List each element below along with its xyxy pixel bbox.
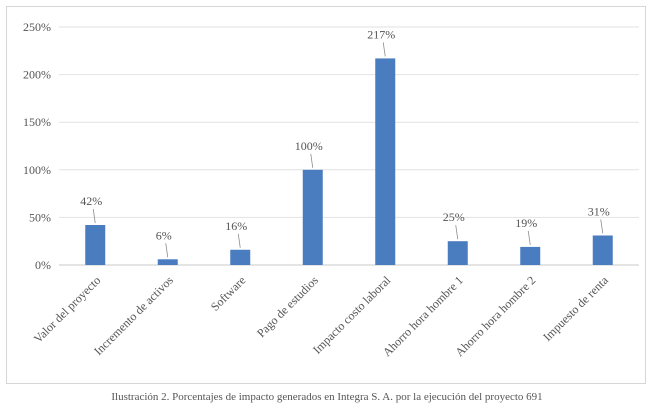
bar — [375, 58, 396, 265]
bar — [520, 246, 541, 265]
bar — [302, 169, 323, 265]
figure-caption: Ilustración 2. Porcentajes de impacto ge… — [111, 391, 543, 403]
bar — [592, 235, 613, 265]
x-category-label: Impuesto de renta — [540, 273, 611, 344]
data-label: 25% — [443, 210, 465, 224]
bar-chart: 0% 50% 100% 150% 200% 250% 42% Valor del proyec… — [23, 20, 639, 359]
y-tick-label: 100% — [23, 163, 51, 177]
bar — [230, 249, 251, 265]
x-category-label: Ahorro hora hombre 2 — [452, 273, 538, 359]
data-label-leader — [165, 243, 169, 258]
bar — [85, 225, 106, 265]
data-label-leader — [600, 219, 604, 234]
data-label-leader — [455, 225, 459, 240]
data-label-leader — [527, 230, 531, 245]
data-label: 100% — [295, 139, 323, 153]
data-label: 217% — [367, 27, 395, 41]
bar — [447, 241, 468, 265]
data-label-leader — [92, 208, 96, 224]
y-tick-label: 150% — [23, 115, 51, 129]
chart-frame: 0% 50% 100% 150% 200% 250% 42% Valor del proyec… — [6, 6, 646, 384]
x-category-label: Pago de estudios — [254, 273, 321, 340]
data-label-leader — [237, 233, 241, 248]
y-tick-label: 50% — [29, 210, 51, 224]
data-label: 19% — [515, 216, 537, 230]
x-category-label: Ahorro hora hombre 1 — [380, 273, 466, 359]
data-label: 6% — [156, 228, 172, 242]
data-label-leader — [382, 42, 386, 57]
y-tick-label: 200% — [23, 68, 51, 82]
x-category-label: Valor del proyecto — [31, 273, 104, 346]
data-label: 16% — [225, 219, 247, 233]
bar — [157, 259, 178, 265]
x-category-label: Incremento de activos — [91, 273, 176, 358]
y-tick-label: 0% — [35, 258, 51, 272]
x-category-label: Software — [208, 273, 249, 314]
data-label: 31% — [588, 204, 610, 218]
data-label: 42% — [80, 194, 102, 208]
x-category-label: Impacto costo laboral — [310, 273, 394, 357]
data-label-leader — [310, 153, 314, 168]
y-tick-label: 250% — [23, 20, 51, 34]
